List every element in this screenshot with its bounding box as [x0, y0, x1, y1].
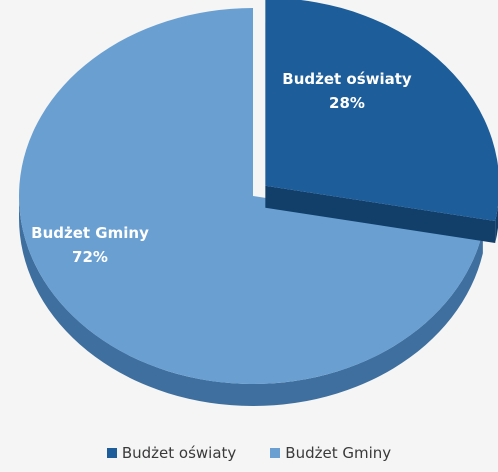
- slice-budzet-oswiaty: [265, 0, 498, 222]
- legend-swatch-budzet-oswiaty: [106, 448, 117, 458]
- legend-item-budzet-gminy: Budżet Gminy: [270, 444, 391, 462]
- slice-budzet-gminy: [19, 8, 483, 384]
- slice-budzet-oswiaty-side: [495, 205, 498, 244]
- data-label-category-budzet-oswiaty: Budżet oświaty: [282, 70, 412, 88]
- data-label-value-budzet-gminy: 72%: [72, 248, 108, 266]
- legend: Budżet oświaty Budżet Gminy: [0, 444, 498, 462]
- legend-label-budzet-gminy: Budżet Gminy: [285, 444, 392, 462]
- legend-swatch-budzet-gminy: [270, 448, 281, 458]
- slice-budzet-oswiaty-cut-side: [265, 185, 496, 244]
- data-label-category-budzet-gminy: Budżet Gminy: [31, 224, 149, 242]
- data-label-value-budzet-oswiaty: 28%: [329, 94, 365, 112]
- legend-label-budzet-oswiaty: Budżet oświaty: [121, 444, 237, 462]
- legend-item-budzet-oswiaty: Budżet oświaty: [106, 444, 237, 462]
